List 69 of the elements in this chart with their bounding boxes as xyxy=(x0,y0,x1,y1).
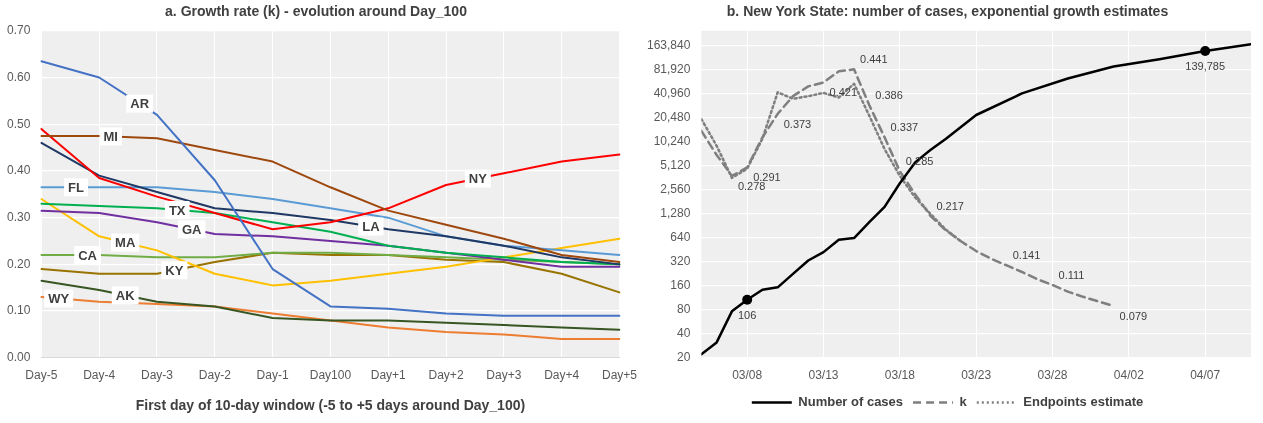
y-tick-label: 0.50 xyxy=(7,116,31,131)
y-tick-label: 81,920 xyxy=(653,61,691,76)
data-label: 0.291 xyxy=(753,171,781,184)
x-tick-label: Day+3 xyxy=(486,368,522,383)
y-tick-label: 160 xyxy=(670,277,691,292)
y-tick-label: 20 xyxy=(677,349,691,364)
data-label: 0.079 xyxy=(1119,310,1148,322)
legend-label: Number of cases xyxy=(798,394,904,410)
series-label: AR xyxy=(130,96,150,112)
y-tick-label: 0.30 xyxy=(7,209,31,224)
data-label: 0.217 xyxy=(936,199,964,212)
y-tick-label: 0.10 xyxy=(7,303,31,318)
x-tick-label: 04/07 xyxy=(1190,368,1221,383)
x-tick-label: Day-1 xyxy=(256,368,289,383)
x-tick-label: 03/18 xyxy=(884,368,916,383)
y-tick-label: 5,120 xyxy=(660,157,691,172)
y-tick-label: 0.40 xyxy=(7,163,31,178)
x-tick-label: 03/28 xyxy=(1037,368,1068,383)
x-tick-label: 03/13 xyxy=(808,368,839,383)
x-tick-label: Day+2 xyxy=(428,368,464,383)
x-tick-label: Day+1 xyxy=(370,368,407,383)
y-tick-label: 40,960 xyxy=(653,85,691,100)
x-tick-label: Day-5 xyxy=(25,368,58,383)
y-tick-label: 0.60 xyxy=(7,69,31,84)
data-label: 0.111 xyxy=(1058,269,1085,282)
x-tick-label: Day+4 xyxy=(544,368,580,383)
series-label: MA xyxy=(115,235,136,251)
chart-title: b. New York State: number of cases, exponential growth estimates xyxy=(726,3,1169,20)
y-tick-label: 640 xyxy=(670,229,691,244)
series-label: NY xyxy=(468,171,488,187)
series-label: GA xyxy=(181,221,203,237)
legend-label: Endpoints estimate xyxy=(1023,394,1144,410)
x-tick-label: 03/23 xyxy=(961,368,992,383)
y-tick-label: 80 xyxy=(677,301,691,316)
series-label: WY xyxy=(48,291,70,307)
x-tick-label: Day-4 xyxy=(83,368,116,383)
data-label: 0.386 xyxy=(875,89,903,102)
y-tick-label: 1,280 xyxy=(660,205,691,220)
y-tick-label: 10,240 xyxy=(653,133,691,148)
x-tick-label: Day-2 xyxy=(198,368,232,383)
y-tick-label: 320 xyxy=(670,253,691,268)
series-label: LA xyxy=(362,219,381,235)
y-tick-label: 0.70 xyxy=(7,23,31,38)
x-tick-label: 04/02 xyxy=(1113,368,1145,383)
data-label: 139,785 xyxy=(1185,59,1226,72)
chart-title: a. Growth rate (k) - evolution around Day_100 xyxy=(165,3,468,20)
data-label: 0.373 xyxy=(783,117,812,130)
y-tick-label: 20,480 xyxy=(653,109,691,124)
x-tick-label: Day-3 xyxy=(140,368,174,383)
y-tick-label: 0.00 xyxy=(7,350,31,365)
series-label: MI xyxy=(103,128,118,144)
series-label: AK xyxy=(115,287,136,303)
series-label: KY xyxy=(165,262,184,278)
data-label: 106 xyxy=(738,308,757,321)
data-label: 0.141 xyxy=(1012,249,1041,262)
x-tick-label: Day100 xyxy=(309,368,352,383)
legend-label: k xyxy=(959,394,968,410)
y-tick-label: 163,840 xyxy=(646,37,691,52)
series-label: TX xyxy=(168,202,186,218)
x-axis-title: First day of 10-day window (-5 to +5 days around Day_100) xyxy=(135,397,526,414)
x-tick-label: Day+5 xyxy=(601,368,638,383)
y-tick-label: 0.20 xyxy=(7,256,31,271)
series-label: FL xyxy=(68,179,85,195)
x-tick-label: 03/08 xyxy=(732,368,763,383)
data-label: 0.441 xyxy=(860,53,888,66)
y-tick-label: 2,560 xyxy=(660,181,691,196)
data-label: 0.337 xyxy=(890,121,919,134)
y-tick-label: 40 xyxy=(677,325,691,340)
series-label: CA xyxy=(78,247,98,263)
